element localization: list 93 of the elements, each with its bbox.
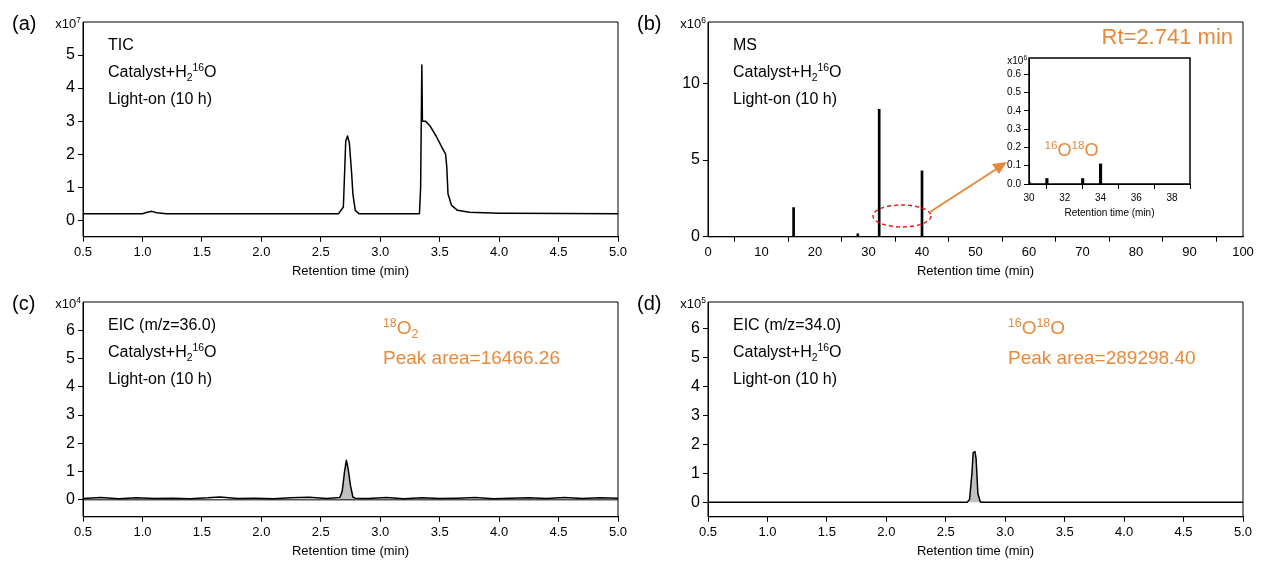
y-tick-label: 2 — [691, 434, 701, 452]
x-tick-label: 38 — [1166, 191, 1179, 203]
x-tick-label: 5.0 — [608, 524, 628, 540]
y-tick-label: 0.3 — [1007, 122, 1022, 134]
x-tick-label: 3.5 — [430, 524, 449, 540]
y-tick-label: 5 — [66, 348, 76, 366]
y-tick-label: 4 — [691, 376, 701, 394]
x-tick-label: 10 — [754, 244, 769, 260]
y-tick-label: 3 — [66, 405, 76, 423]
x-tick-label: 20 — [807, 244, 823, 260]
x-tick-label: 40 — [914, 244, 930, 260]
x-tick-label: 90 — [1182, 244, 1197, 260]
y-tick-label: 0.4 — [1007, 104, 1022, 116]
annotation: Peak area=16466.26 — [383, 347, 560, 368]
x-tick-label: 2.5 — [311, 244, 330, 260]
annotation: Light-on (10 h) — [108, 90, 213, 107]
x-tick-label: 1.0 — [758, 524, 777, 540]
y-tick-label: 5 — [691, 150, 701, 168]
x-tick-label: 30 — [1023, 191, 1035, 203]
chart-title: (b) — [637, 12, 662, 34]
x-tick-label: 30 — [861, 244, 876, 260]
x-tick-label: 5.0 — [1233, 524, 1253, 540]
x-axis-title: Retention time (min) — [1064, 206, 1155, 218]
y-tick-label: 0.6 — [1007, 68, 1022, 80]
x-tick-label: 70 — [1075, 244, 1090, 260]
x-tick-label: 32 — [1059, 191, 1071, 203]
x-tick-label: 34 — [1094, 191, 1107, 203]
y-tick-label: 0 — [691, 492, 701, 510]
x-tick-label: 2.0 — [877, 524, 896, 540]
y-tick-label: 0 — [66, 490, 76, 508]
y-tick-label: 6 — [66, 320, 76, 338]
x-tick-label: 100 — [1232, 244, 1254, 260]
x-tick-label: 36 — [1130, 191, 1143, 203]
y-tick-label: 5 — [691, 347, 701, 365]
x-tick-label: 4.0 — [1115, 524, 1134, 540]
y-tick-label: 4 — [66, 78, 76, 96]
x-tick-label: 3.0 — [996, 524, 1015, 540]
x-tick-label: 1.0 — [133, 244, 152, 260]
x-tick-label: 5.0 — [608, 244, 628, 260]
annotation: TIC — [108, 36, 134, 53]
annotation: Light-on (10 h) — [733, 370, 838, 387]
x-tick-label: 4.0 — [490, 524, 509, 540]
chart-title: (c) — [12, 292, 36, 314]
x-tick-label: 2.0 — [252, 524, 271, 540]
y-tick-label: 4 — [66, 377, 76, 395]
x-tick-label: 4.5 — [1174, 524, 1193, 540]
x-tick-label: 4.5 — [549, 524, 568, 540]
y-tick-label: 3 — [66, 111, 76, 129]
y-tick-label: 6 — [691, 318, 701, 336]
x-tick-label: 50 — [968, 244, 983, 260]
x-tick-label: 2.5 — [311, 524, 330, 540]
y-tick-label: 0.1 — [1007, 159, 1022, 171]
y-tick-label: 3 — [691, 405, 701, 423]
x-tick-label: 2.5 — [936, 524, 955, 540]
y-tick-label: 0.5 — [1007, 86, 1022, 98]
y-tick-label: 1 — [66, 461, 76, 479]
annotation: Rt=2.741 min — [1101, 24, 1234, 49]
x-tick-label: 3.5 — [1055, 524, 1074, 540]
annotation: Light-on (10 h) — [733, 90, 838, 107]
x-tick-label: 0 — [704, 244, 712, 260]
annotation: MS — [733, 36, 757, 53]
y-tick-label: 0 — [691, 227, 701, 245]
x-tick-label: 4.0 — [490, 244, 509, 260]
y-tick-label: 10 — [682, 73, 701, 91]
x-tick-label: 1.5 — [192, 244, 211, 260]
annotation: Peak area=289298.40 — [1008, 347, 1196, 368]
x-axis-title: Retention time (min) — [291, 542, 410, 558]
x-axis-title: Retention time (min) — [291, 262, 410, 278]
annotation: EIC (m/z=34.0) — [733, 316, 842, 333]
chart-title: (d) — [637, 292, 662, 314]
chart-title: (a) — [12, 12, 37, 34]
annotation: EIC (m/z=36.0) — [108, 316, 217, 333]
x-tick-label: 3.5 — [430, 244, 449, 260]
y-tick-label: 0 — [66, 210, 76, 228]
y-tick-label: 5 — [66, 45, 76, 63]
y-tick-label: 1 — [691, 463, 701, 481]
x-tick-label: 4.5 — [549, 244, 568, 260]
x-tick-label: 1.0 — [133, 524, 152, 540]
x-tick-label: 2.0 — [252, 244, 271, 260]
y-tick-label: 1 — [66, 177, 76, 195]
x-tick-label: 1.5 — [192, 524, 211, 540]
x-tick-label: 60 — [1021, 244, 1037, 260]
x-tick-label: 80 — [1128, 244, 1144, 260]
x-axis-title: Retention time (min) — [916, 262, 1035, 278]
x-tick-label: 3.0 — [371, 524, 390, 540]
y-tick-label: 2 — [66, 144, 76, 162]
y-tick-label: 2 — [66, 433, 76, 451]
y-tick-label: 0.0 — [1007, 177, 1022, 189]
x-axis-title: Retention time (min) — [916, 542, 1035, 558]
y-tick-label: 0.2 — [1007, 141, 1022, 153]
annotation: Light-on (10 h) — [108, 370, 213, 387]
x-tick-label: 3.0 — [371, 244, 390, 260]
x-tick-label: 1.5 — [817, 524, 836, 540]
